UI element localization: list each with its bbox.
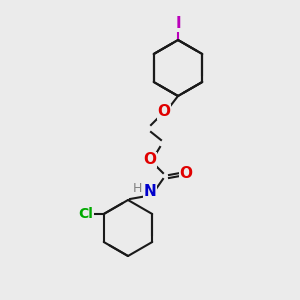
Text: Cl: Cl	[78, 207, 93, 221]
Text: O: O	[158, 104, 170, 119]
Text: O: O	[179, 167, 193, 182]
Text: H: H	[132, 182, 142, 194]
Text: O: O	[143, 152, 157, 167]
Text: I: I	[175, 16, 181, 32]
Text: N: N	[144, 184, 156, 200]
